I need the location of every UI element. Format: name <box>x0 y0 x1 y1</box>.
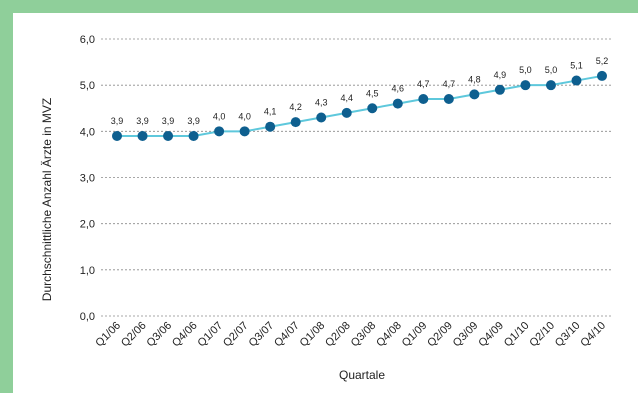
data-point <box>520 80 531 91</box>
x-tick-label: Q4/07 <box>272 320 302 350</box>
data-point <box>392 98 403 109</box>
data-label: 4,6 <box>392 84 405 94</box>
x-tick-label: Q2/08 <box>323 320 353 350</box>
x-tick-label: Q1/10 <box>502 320 532 350</box>
y-axis-ticks: 0,0 1,0 2,0 3,0 4,0 5,0 6,0 <box>80 34 95 323</box>
x-tick-label: Q3/06 <box>144 320 174 350</box>
x-axis-label: Quartale <box>339 368 385 382</box>
data-point <box>188 130 199 141</box>
x-tick-label: Q3/09 <box>451 320 481 350</box>
data-labels: 3,9 3,9 3,9 3,9 4,0 4,0 4,1 4,2 4,3 4,4 4,5 4,6 4,7 4… <box>111 56 609 126</box>
x-tick-label: Q4/08 <box>374 320 404 350</box>
data-label: 4,8 <box>468 74 481 84</box>
y-tick-label: 3,0 <box>80 173 95 185</box>
x-tick-label: Q3/08 <box>349 320 379 350</box>
x-tick-label: Q2/09 <box>425 320 455 350</box>
data-label: 4,7 <box>417 79 430 89</box>
data-point <box>341 107 352 118</box>
data-label: 4,5 <box>366 88 379 98</box>
data-label: 3,9 <box>136 116 149 126</box>
x-tick-label: Q3/10 <box>553 320 583 350</box>
data-point <box>316 112 327 123</box>
data-label: 4,7 <box>443 79 456 89</box>
x-tick-label: Q1/06 <box>93 320 123 350</box>
x-tick-label: Q1/08 <box>298 320 328 350</box>
chart-panel: 0,0 1,0 2,0 3,0 4,0 5,0 6,0 Q1/06 Q2/06 Q3/06 Q4/… <box>13 13 638 393</box>
x-tick-label: Q4/09 <box>476 320 506 350</box>
x-tick-label: Q2/06 <box>119 320 149 350</box>
data-point <box>494 84 505 95</box>
x-tick-label: Q2/10 <box>527 320 557 350</box>
data-point <box>112 130 122 141</box>
x-tick-label: Q3/07 <box>247 320 277 350</box>
data-label: 4,4 <box>340 93 353 103</box>
y-tick-label: 5,0 <box>80 80 95 92</box>
data-point <box>163 130 174 141</box>
data-label: 3,9 <box>162 116 175 126</box>
x-tick-label: Q1/07 <box>196 320 226 350</box>
grid-lines <box>101 38 613 317</box>
data-label: 5,2 <box>596 56 609 66</box>
x-axis-ticks: Q1/06Q2/06Q3/06Q4/06Q1/07Q2/07Q3/07Q4/07… <box>93 320 608 350</box>
data-point <box>597 70 607 81</box>
data-label: 4,3 <box>315 97 328 107</box>
y-axis-label: Durchschnittliche Anzahl Ärzte in MVZ <box>40 98 54 301</box>
data-point <box>367 103 378 114</box>
data-point <box>137 130 148 141</box>
data-point <box>469 89 480 100</box>
data-label: 5,1 <box>570 61 583 71</box>
data-point <box>290 117 301 128</box>
data-label: 4,1 <box>264 107 277 117</box>
x-tick-label: Q1/09 <box>400 320 430 350</box>
x-tick-label: Q2/07 <box>221 320 251 350</box>
data-label: 4,0 <box>213 111 226 121</box>
data-label: 3,9 <box>111 116 124 126</box>
x-tick-label: Q4/06 <box>170 320 200 350</box>
data-markers <box>112 70 607 141</box>
data-point <box>265 121 276 132</box>
data-label: 4,2 <box>289 102 302 112</box>
data-label: 4,9 <box>494 70 507 80</box>
x-tick-label: Q4/10 <box>578 320 608 350</box>
y-tick-label: 4,0 <box>80 126 95 138</box>
line-chart: 0,01,02,03,04,05,06,0 Q1/06Q2/06Q3/06Q4/… <box>40 34 613 382</box>
data-point <box>214 126 225 137</box>
data-label: 5,0 <box>519 65 532 75</box>
data-point <box>418 94 429 105</box>
data-label: 4,0 <box>238 111 251 121</box>
y-tick-label: 0,0 <box>80 311 95 323</box>
data-label: 5,0 <box>545 65 558 75</box>
y-tick-label: 6,0 <box>80 34 95 46</box>
data-point <box>443 94 454 105</box>
data-point <box>545 80 556 91</box>
data-point <box>239 126 250 137</box>
y-tick-label: 2,0 <box>80 219 95 231</box>
data-point <box>571 75 582 86</box>
data-label: 3,9 <box>187 116 200 126</box>
y-tick-label: 1,0 <box>80 265 95 277</box>
